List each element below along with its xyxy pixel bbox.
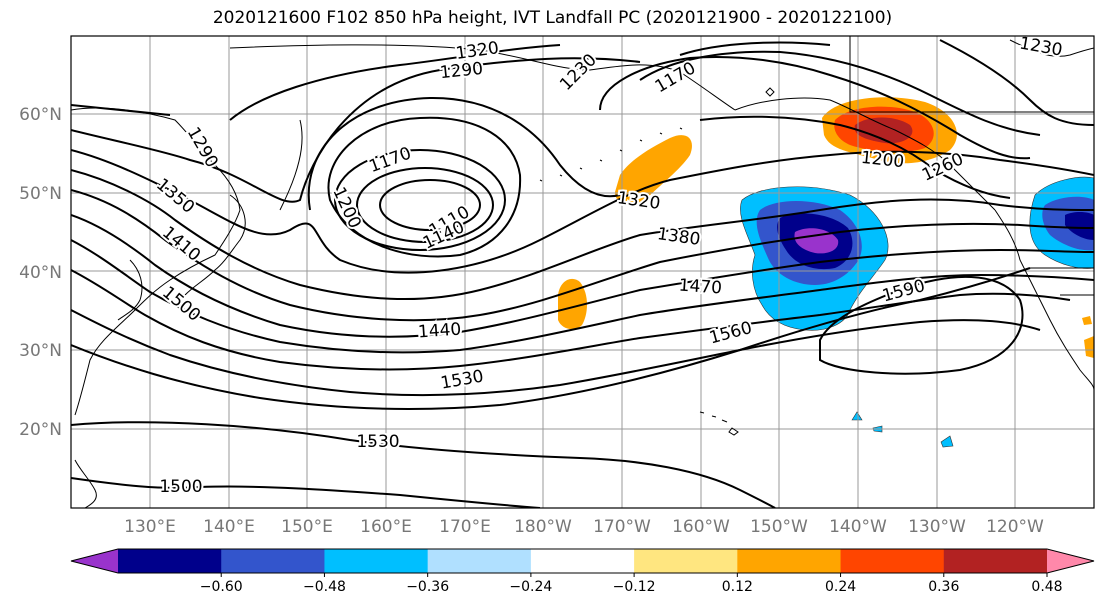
colorbar-tick-label: 0.24 [825, 579, 856, 595]
contour-1530 [71, 309, 1041, 397]
lon-label: 130°W [908, 517, 966, 537]
colorbar-outline [70, 548, 1095, 574]
coast-alaska [734, 97, 996, 211]
contour-1350 [71, 149, 1094, 274]
colorbar-tick-label: −0.24 [509, 579, 552, 595]
contour-1170-inner [334, 149, 506, 251]
lon-label: 140°W [829, 517, 887, 537]
colorbar-extend-low [71, 549, 118, 573]
lon-label: 150°E [281, 517, 333, 537]
contour-label: 1470 [678, 276, 723, 299]
contour-1500 [71, 269, 1071, 371]
lon-label: 130°E [124, 517, 176, 537]
colorbar-tick-label: 0.48 [1031, 579, 1062, 595]
colorbar [70, 548, 1095, 574]
lon-label: 170°E [439, 517, 491, 537]
map-frame [70, 35, 1095, 509]
contour-1470 [71, 239, 1094, 354]
contour-label: 1230 [556, 50, 601, 95]
colorbar-extend-high [1047, 549, 1094, 573]
lon-label: 170°W [593, 517, 651, 537]
lon-label: 140°E [203, 517, 255, 537]
contour-label: 1560 [707, 318, 754, 349]
colorbar-tick-label: 0.12 [722, 579, 753, 595]
colorbar-bin [943, 549, 1048, 573]
height-contours [71, 39, 1094, 508]
lat-label: 30°N [19, 341, 62, 361]
ivt-positive-aleutian [615, 135, 692, 206]
contour-1200 [327, 116, 522, 258]
coast-japan [184, 194, 246, 296]
contour-label: 1320 [454, 38, 500, 64]
contour-label: 1500 [158, 283, 204, 326]
colorbar-tick-label: 0.36 [928, 579, 959, 595]
colorbar-ticks: −0.60 −0.48 −0.36 −0.24 −0.12 0.12 0.24 0.36 0.4… [200, 573, 1063, 595]
ivt-shading [558, 97, 1094, 448]
contour-label: 1320 [616, 188, 662, 214]
contour-label: 1410 [158, 223, 204, 266]
longitude-labels: 130°E 140°E 150°E 160°E 170°E 180°W 170°… [124, 517, 1044, 537]
contour-label: 1200 [860, 148, 905, 172]
contour-label: 1530 [439, 366, 485, 393]
contour-1530-south [71, 421, 776, 508]
lat-label: 60°N [19, 105, 62, 125]
contour-1380 [71, 169, 1094, 301]
contour-label: 1230 [1018, 33, 1064, 60]
lon-label: 160°E [360, 517, 412, 537]
colorbar-bin [221, 549, 325, 573]
gridlines [71, 36, 1094, 508]
latitude-labels: 60°N 50°N 40°N 30°N 20°N [19, 105, 62, 440]
colorbar-tick-label: −0.60 [200, 579, 243, 595]
contour-1440 [71, 214, 1094, 338]
colorbar-bin [427, 549, 532, 573]
contour-label: 1290 [439, 59, 484, 83]
contour-label: 1290 [183, 124, 222, 171]
contour-1290 [71, 57, 641, 203]
contour-label: 1350 [152, 175, 198, 218]
colorbar-bin [737, 549, 842, 573]
contour-1560 [71, 267, 1031, 411]
coast-siberia-north [229, 44, 736, 111]
coast-kamchatka [279, 119, 303, 211]
lat-label: 20°N [19, 420, 62, 440]
contour-1320-top [229, 44, 561, 121]
lat-label: 50°N [19, 184, 62, 204]
colorbar-bin [634, 549, 738, 573]
contour-1110 [379, 179, 481, 231]
coast-korea [117, 259, 143, 321]
colorbar-tick-label: −0.36 [406, 579, 449, 595]
colorbar-bin [324, 549, 429, 573]
lon-label: 160°W [672, 517, 730, 537]
contour-1590 [819, 275, 1024, 375]
contour-label: 1500 [159, 477, 202, 497]
lon-label: 120°W [986, 517, 1044, 537]
coast-east-asia [71, 107, 241, 416]
coast-hawaii [699, 411, 739, 436]
lat-label: 40°N [19, 263, 62, 283]
contour-1140 [356, 167, 494, 243]
colorbar-tick-label: −0.12 [613, 579, 656, 595]
contour-1500-south [71, 477, 541, 508]
ivt-positive-central-pacific [558, 278, 587, 330]
colorbar-bin [118, 549, 222, 573]
colorbar-tick-label: −0.48 [303, 579, 346, 595]
contour-label: 1530 [356, 432, 399, 452]
map-title: 2020121600 F102 850 hPa height, IVT Land… [212, 8, 893, 28]
colorbar-bin [530, 549, 635, 573]
contour-label: 1440 [417, 320, 462, 343]
contour-1410 [71, 189, 1094, 322]
coast-north-america [994, 209, 1094, 391]
lon-label: 180°W [514, 517, 572, 537]
lon-label: 150°W [750, 517, 808, 537]
coastlines [71, 36, 1094, 508]
colorbar-bin [840, 549, 945, 573]
